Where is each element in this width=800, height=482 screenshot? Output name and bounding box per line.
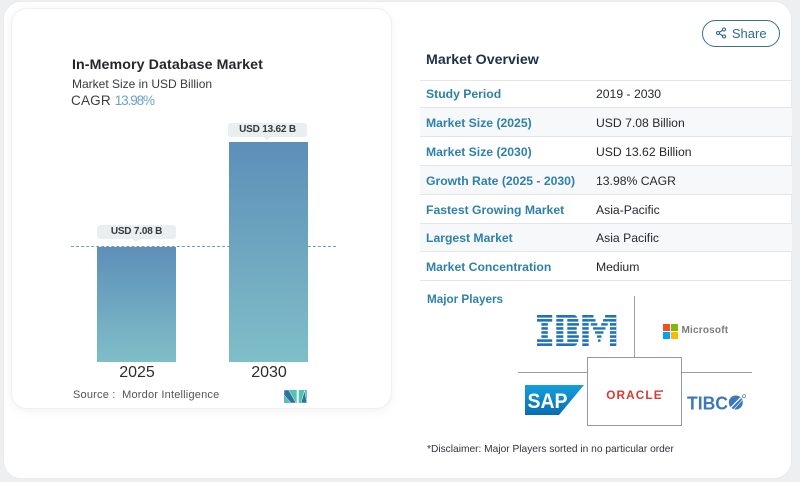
svg-text:SAP: SAP bbox=[528, 390, 568, 413]
svg-text:TIBC: TIBC bbox=[687, 394, 728, 412]
